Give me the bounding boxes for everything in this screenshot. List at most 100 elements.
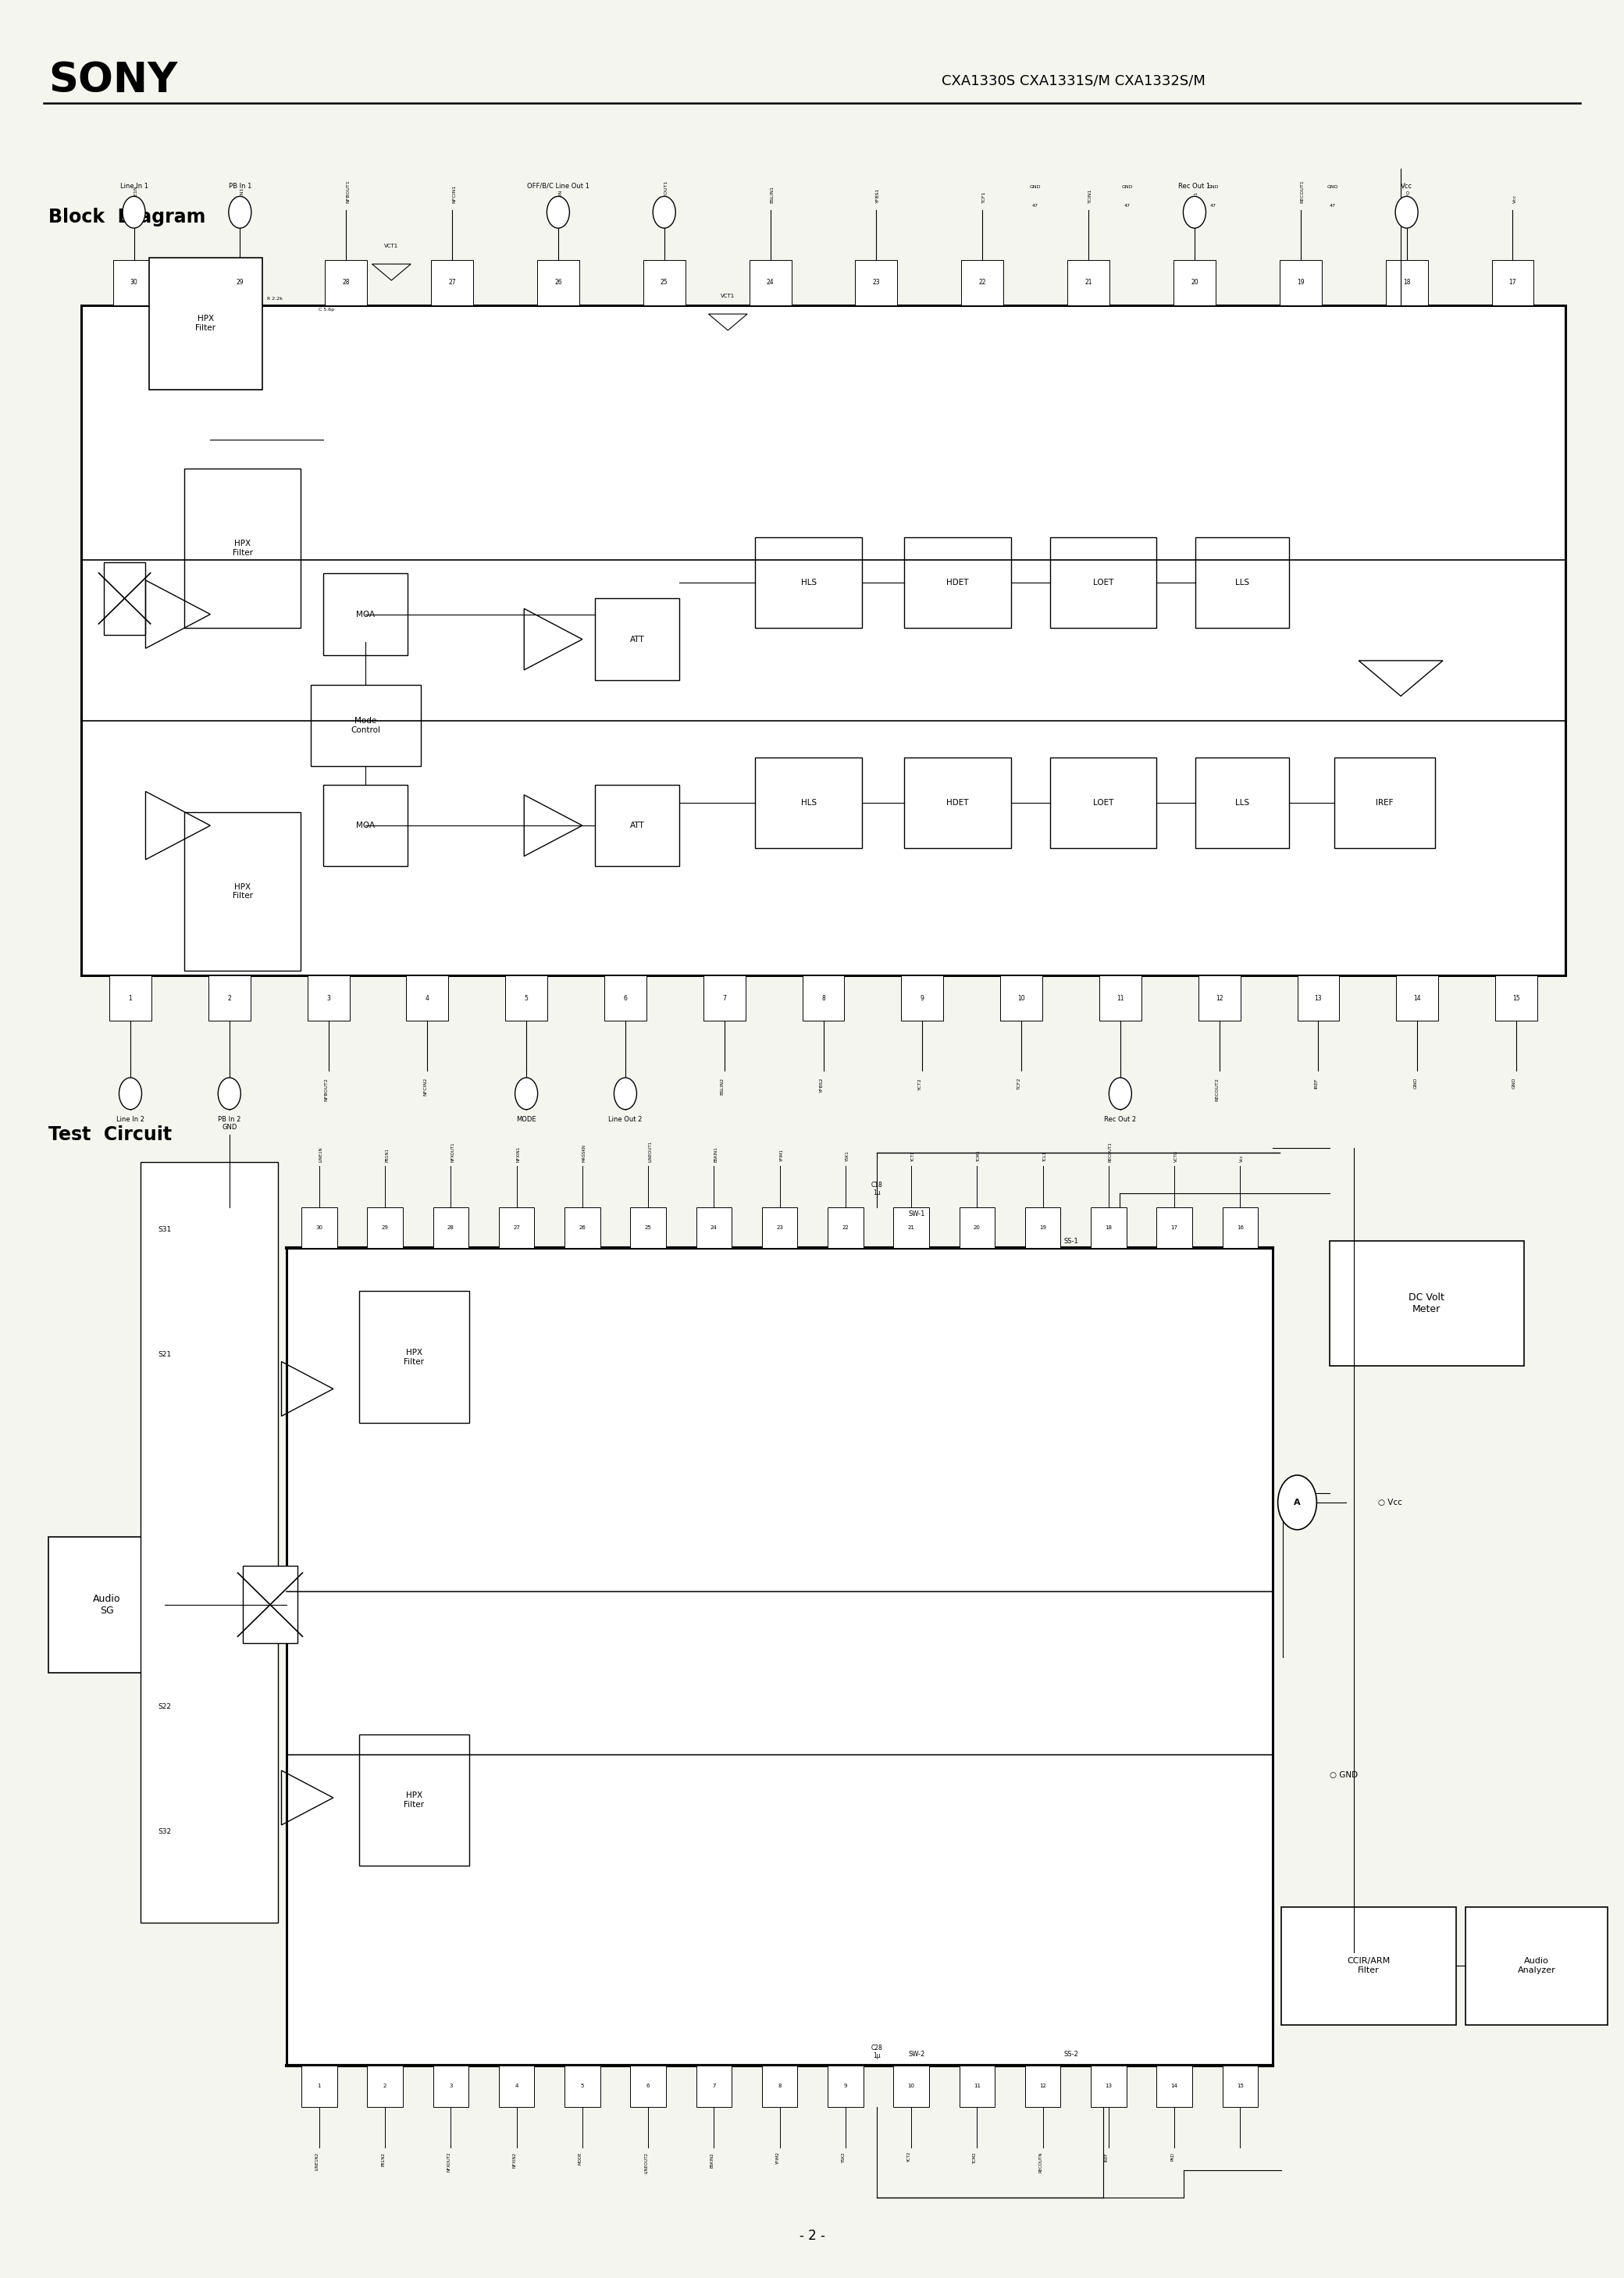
- Circle shape: [1109, 1077, 1132, 1109]
- Text: TCM1: TCM1: [978, 1150, 981, 1162]
- Text: 1: 1: [128, 995, 132, 1002]
- Text: LOET: LOET: [1093, 800, 1114, 806]
- Bar: [1397, 975, 1439, 1021]
- Bar: [302, 1207, 338, 1248]
- Text: IREF: IREF: [1314, 1077, 1319, 1089]
- Text: 28: 28: [447, 1226, 455, 1230]
- Bar: [185, 811, 300, 970]
- Text: LINE1N: LINE1N: [320, 1146, 323, 1162]
- Bar: [109, 975, 151, 1021]
- Text: 20: 20: [1190, 280, 1199, 287]
- Text: 30: 30: [130, 280, 138, 287]
- Text: 47: 47: [1033, 203, 1038, 207]
- Bar: [1049, 756, 1156, 847]
- Text: 4: 4: [425, 995, 429, 1002]
- Text: 47: 47: [1124, 203, 1130, 207]
- Bar: [1195, 538, 1289, 629]
- Text: Vcc: Vcc: [1512, 194, 1517, 203]
- Bar: [697, 1207, 732, 1248]
- Bar: [749, 260, 791, 305]
- Text: 30: 30: [315, 1226, 323, 1230]
- Text: PB In 2: PB In 2: [218, 1116, 240, 1123]
- Text: 13: 13: [1104, 2084, 1112, 2089]
- Text: NFXIN2: NFXIN2: [513, 2153, 516, 2169]
- Text: Vcc: Vcc: [1241, 1155, 1244, 1162]
- Text: YSK2: YSK2: [841, 2153, 846, 2162]
- Text: 19: 19: [1298, 280, 1304, 287]
- Text: LLS: LLS: [1236, 579, 1249, 585]
- Text: HLS: HLS: [801, 579, 817, 585]
- Text: LINEOUT2: LINEOUT2: [645, 2153, 648, 2173]
- Bar: [893, 1207, 929, 1248]
- Text: 28: 28: [343, 280, 349, 287]
- Bar: [1385, 260, 1427, 305]
- Bar: [1465, 1907, 1608, 2025]
- Text: RECOUT1: RECOUT1: [1109, 1141, 1112, 1162]
- Text: 24: 24: [710, 1226, 718, 1230]
- Text: 9: 9: [844, 2084, 848, 2089]
- Text: Vcc: Vcc: [1402, 182, 1413, 189]
- Text: MOA: MOA: [356, 822, 375, 829]
- Text: 21: 21: [1085, 280, 1093, 287]
- Text: - 2 -: - 2 -: [799, 2230, 825, 2244]
- Text: S32: S32: [158, 1829, 172, 1836]
- Bar: [499, 1207, 534, 1248]
- Text: Test  Circuit: Test Circuit: [49, 1125, 172, 1144]
- Bar: [1223, 1207, 1259, 1248]
- Bar: [367, 2066, 403, 2107]
- Bar: [856, 260, 898, 305]
- Text: LLS: LLS: [1236, 800, 1249, 806]
- Bar: [630, 1207, 666, 1248]
- Text: S22: S22: [159, 1704, 172, 1711]
- Text: TCL1: TCL1: [1043, 1150, 1046, 1162]
- Bar: [565, 1207, 601, 1248]
- Text: MASSKN: MASSKN: [583, 1144, 586, 1162]
- Text: 4: 4: [515, 2084, 518, 2089]
- Text: PB In 1: PB In 1: [229, 182, 252, 189]
- Text: TCM2: TCM2: [973, 2153, 978, 2164]
- Bar: [596, 599, 679, 681]
- Text: LINE2N: LINE2N: [127, 1077, 130, 1096]
- Text: 19: 19: [1039, 1226, 1046, 1230]
- Text: ATT: ATT: [630, 636, 645, 642]
- Text: 21: 21: [908, 1226, 914, 1230]
- Text: Rec Out 2: Rec Out 2: [1104, 1116, 1137, 1123]
- Text: YFBS2: YFBS2: [820, 1077, 823, 1093]
- Text: 20: 20: [973, 1226, 981, 1230]
- Text: ○ GND: ○ GND: [1330, 1770, 1358, 1779]
- Text: TCL2: TCL2: [1116, 1077, 1121, 1089]
- Text: YCT2: YCT2: [908, 2153, 911, 2162]
- Bar: [1298, 975, 1340, 1021]
- Text: MODE: MODE: [578, 2153, 583, 2164]
- Text: TCL1: TCL1: [1195, 191, 1199, 203]
- Bar: [960, 1207, 996, 1248]
- Bar: [1492, 260, 1533, 305]
- Text: PB1N2: PB1N2: [226, 1077, 229, 1093]
- Bar: [565, 2066, 601, 2107]
- Text: VCT1: VCT1: [385, 244, 398, 248]
- Text: Audio
Analyzer: Audio Analyzer: [1517, 1957, 1556, 1975]
- Text: 2: 2: [383, 2084, 387, 2089]
- Text: 13: 13: [1314, 995, 1322, 1002]
- Text: Mode
Control: Mode Control: [351, 718, 380, 734]
- Text: 9: 9: [921, 995, 924, 1002]
- Text: LNEOUT1: LNEOUT1: [664, 180, 667, 203]
- Bar: [323, 574, 408, 656]
- Text: BSKIN1: BSKIN1: [715, 1146, 718, 1162]
- Text: 5: 5: [525, 995, 528, 1002]
- Text: HDET: HDET: [947, 579, 968, 585]
- Text: Audio
SG: Audio SG: [93, 1595, 120, 1615]
- Text: 3: 3: [448, 2084, 453, 2089]
- Text: 17: 17: [1171, 1226, 1177, 1230]
- Bar: [1281, 1907, 1455, 2025]
- Text: RECOUT2: RECOUT2: [1215, 1077, 1220, 1100]
- Bar: [828, 2066, 864, 2107]
- Text: VCTG: VCTG: [1174, 1150, 1179, 1162]
- Text: ATT: ATT: [630, 822, 645, 829]
- Text: 26: 26: [554, 280, 562, 287]
- Text: 29: 29: [382, 1226, 388, 1230]
- Bar: [1174, 260, 1216, 305]
- Bar: [1091, 1207, 1127, 1248]
- Circle shape: [515, 1077, 538, 1109]
- Text: 10: 10: [1018, 995, 1025, 1002]
